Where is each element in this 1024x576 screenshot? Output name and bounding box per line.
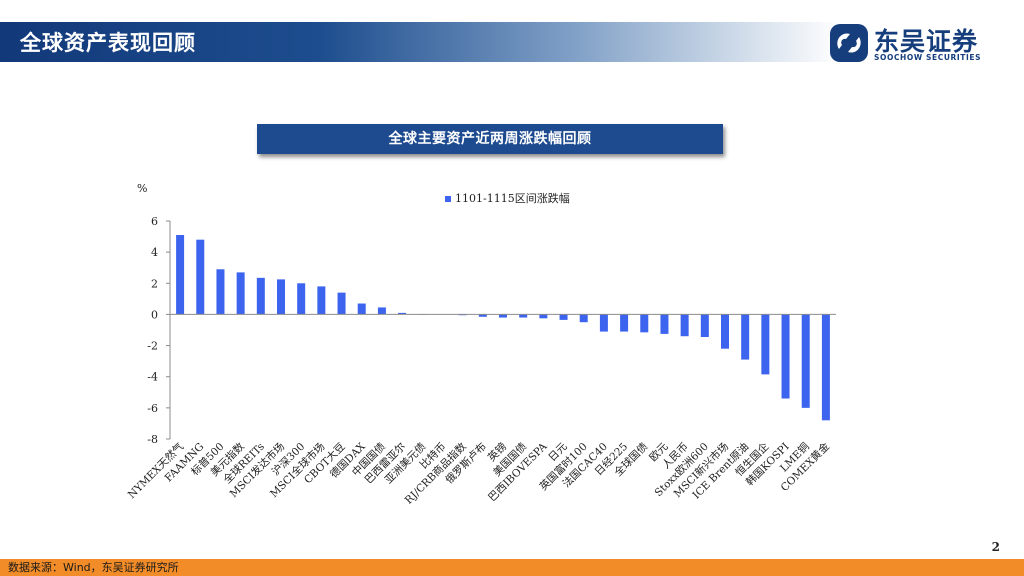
- bar: [236, 272, 245, 315]
- bar: [741, 314, 750, 360]
- bar: [599, 314, 608, 332]
- bar: [499, 314, 507, 318]
- legend-label: 1101-1115区间涨跌幅: [455, 191, 570, 205]
- bar: [761, 314, 770, 375]
- y-tick-label: -6: [147, 402, 158, 415]
- footer-bar: 数据来源：Wind，东吴证券研究所: [0, 559, 1024, 576]
- y-tick-label: 2: [151, 277, 158, 290]
- bar: [196, 239, 205, 315]
- footer-source: 数据来源：Wind，东吴证券研究所: [8, 561, 179, 574]
- y-axis-unit-label: %: [137, 182, 147, 195]
- bar: [559, 314, 568, 320]
- bar: [620, 314, 629, 332]
- bar: [377, 307, 386, 315]
- y-tick-label: -4: [147, 371, 158, 384]
- y-tick-label: -2: [147, 340, 158, 353]
- bar: [721, 314, 729, 349]
- bar: [579, 314, 588, 323]
- bar: [781, 314, 790, 399]
- bar: [660, 314, 669, 334]
- bar: [821, 314, 830, 421]
- legend-swatch: [445, 196, 451, 202]
- chart-legend: 1101-1115区间涨跌幅: [445, 191, 570, 205]
- company-logo: 东吴证券 SOOCHOW SECURITIES: [828, 22, 1008, 66]
- bar: [256, 277, 265, 315]
- y-tick-label: 4: [151, 246, 158, 259]
- header-bar: [0, 22, 840, 62]
- logo-text-en: SOOCHOW SECURITIES: [874, 53, 982, 62]
- y-tick-label: 6: [151, 215, 158, 228]
- y-tick-label: -8: [147, 433, 158, 446]
- page-number: 2: [991, 540, 1000, 554]
- bar: [297, 283, 306, 315]
- bar: [357, 303, 366, 315]
- bar: [317, 286, 326, 315]
- soochow-logo-icon: [830, 24, 868, 62]
- chart-title: 全球主要资产近两周涨跌幅回顾: [257, 124, 723, 154]
- page-title: 全球资产表现回顾: [20, 31, 196, 55]
- logo-text-cn: 东吴证券: [874, 27, 979, 56]
- bar: [216, 269, 225, 315]
- bar: [680, 314, 689, 337]
- bar: [478, 314, 487, 317]
- bar: [640, 314, 649, 333]
- bar: [176, 235, 185, 315]
- bars-group: [176, 235, 830, 421]
- bar: [801, 314, 810, 408]
- bar: [277, 279, 285, 315]
- bar-chart: % 1101-1115区间涨跌幅 6 4 2 0 -2 -4 -6 -8 NYMEX天然气FA…: [125, 182, 836, 507]
- y-axis-ticks: 6 4 2 0 -2 -4 -6 -8: [147, 215, 170, 446]
- y-tick-label: 0: [151, 308, 158, 321]
- bar: [337, 292, 346, 315]
- bar: [398, 312, 407, 315]
- x-axis-labels: NYMEX天然气FAAMNG标普500美元指数全球REITsMSCI发达市场沪深…: [125, 440, 832, 507]
- bar: [519, 314, 528, 318]
- bar: [539, 314, 548, 319]
- bar: [700, 314, 709, 338]
